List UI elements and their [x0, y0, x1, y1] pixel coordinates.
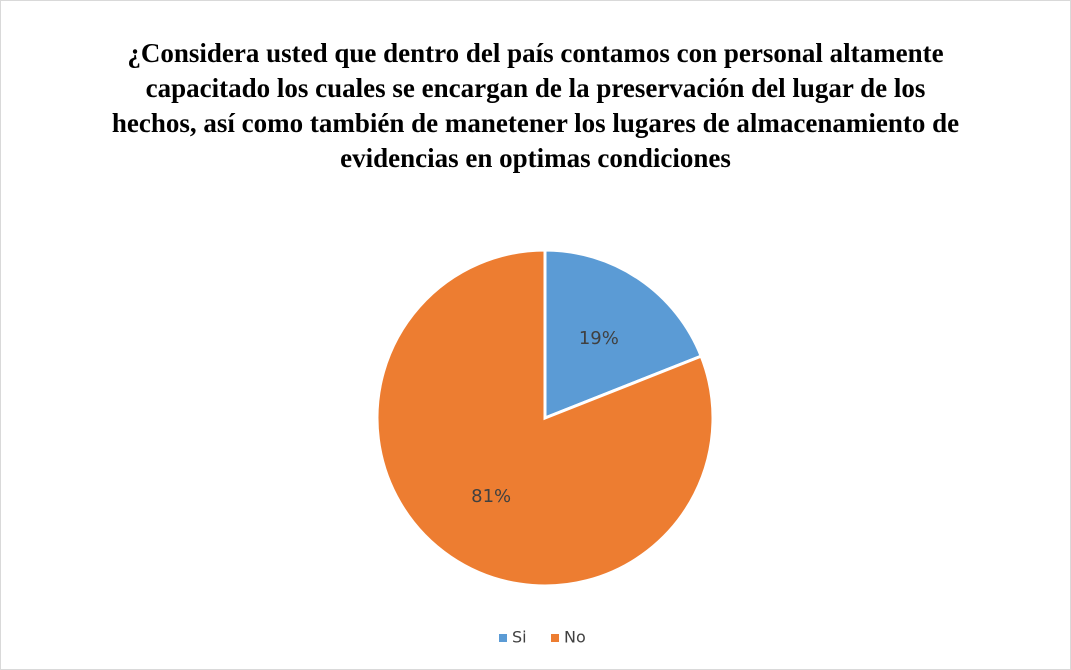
legend-swatch	[499, 634, 507, 642]
pie-slice	[543, 248, 704, 421]
legend-label: Si	[512, 628, 527, 647]
data-label: 19%	[579, 328, 619, 349]
chart-title: ¿Considera usted que dentro del país con…	[111, 38, 960, 173]
data-label: 81%	[471, 486, 511, 507]
pie-slice	[375, 248, 715, 588]
legend-swatch	[551, 634, 559, 642]
legend-label: No	[564, 628, 586, 647]
